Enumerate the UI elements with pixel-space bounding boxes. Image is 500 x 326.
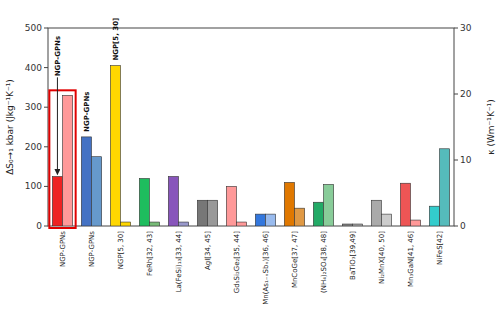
entropy-bar <box>168 177 178 227</box>
kappa-bar <box>266 214 276 226</box>
y-tick <box>44 226 48 227</box>
x-tick-label: AgI[34, 45] <box>204 231 212 270</box>
entropy-bar <box>342 224 352 226</box>
x-tick-label: MnCoGe[37, 47] <box>291 231 299 288</box>
entropy-bar <box>139 178 149 226</box>
y-tick-label: 400 <box>25 63 42 73</box>
y2-tick-label: 10 <box>460 155 472 165</box>
kappa-bar <box>353 224 363 226</box>
kappa-bar <box>179 222 189 226</box>
y-tick <box>44 146 48 147</box>
x-tick-label: (NH₄)₂SO₄[38, 48] <box>320 231 328 293</box>
kappa-bar <box>324 184 334 226</box>
annotation: NGP-GPNs <box>83 91 91 131</box>
y-tick-label: 200 <box>25 142 42 152</box>
y2-tick-label: 0 <box>460 221 466 231</box>
y2-tick <box>454 28 458 29</box>
y-axis-label: ΔS₀→₁ kbar (Jkg⁻¹K⁻¹) <box>5 79 15 175</box>
x-tick-label: NiFeS[42] <box>436 231 444 265</box>
kappa-bar <box>295 208 305 226</box>
entropy-bar <box>52 177 62 227</box>
x-tick-label: Gd₅Si₂Ge₂[35, 44] <box>233 231 241 293</box>
entropy-bar <box>400 183 410 226</box>
x-tick-label: Mn₃GaN[41, 46] <box>407 231 415 287</box>
annotation: NGP-GPNs <box>54 36 62 76</box>
y-tick-label: 300 <box>25 102 42 112</box>
kappa-bar <box>150 222 160 226</box>
x-tick-label: Ni₂MnX[40, 50] <box>378 231 386 284</box>
kappa-bar <box>237 222 247 226</box>
y-tick-label: 0 <box>36 221 42 231</box>
kappa-bar <box>208 200 218 226</box>
y-tick <box>44 186 48 187</box>
entropy-bar <box>371 200 381 226</box>
entropy-bar <box>110 66 120 226</box>
annotation-arrow <box>57 77 58 174</box>
entropy-bar <box>81 137 91 226</box>
kappa-bar <box>382 214 392 226</box>
entropy-bar <box>197 200 207 226</box>
annotation: NGP[5, 30] <box>112 18 120 61</box>
y2-tick <box>454 94 458 95</box>
y2-tick <box>454 226 458 227</box>
y2-tick <box>454 160 458 161</box>
y2-tick-label: 30 <box>460 23 472 33</box>
plot-frame <box>48 28 454 226</box>
x-tick-label: BaTiO₃[39,49] <box>349 231 357 280</box>
kappa-bar <box>440 149 450 226</box>
x-tick-label: NGP[5, 30] <box>117 231 125 269</box>
kappa-bar <box>121 222 131 226</box>
y2-axis-label: κ (Wm⁻¹K⁻¹) <box>486 99 496 154</box>
kappa-bar <box>411 220 421 226</box>
y-tick-label: 500 <box>25 23 42 33</box>
y-tick <box>44 67 48 68</box>
x-tick-label: La(FeSi)₁₃[33, 44] <box>175 231 183 293</box>
x-tick-label: NGP-GPNs <box>88 231 96 267</box>
highlight-box <box>49 90 75 228</box>
kappa-bar <box>63 95 73 226</box>
x-tick-label: Mn(As₁₋ₓSbₓ)[36, 46] <box>262 231 270 305</box>
entropy-bar <box>284 182 294 226</box>
kappa-bar <box>92 157 102 226</box>
y2-tick-label: 20 <box>460 89 472 99</box>
entropy-bar <box>226 186 236 226</box>
y-tick-label: 100 <box>25 181 42 191</box>
chart: 0 100 200 300 400 500 0 10 20 30 ΔS₀→₁ kbar (Jkg⁻¹… <box>0 0 500 326</box>
y-tick <box>44 28 48 29</box>
entropy-bar <box>429 206 439 226</box>
entropy-bar <box>255 214 265 226</box>
y-tick <box>44 107 48 108</box>
x-tick-label: FeRh[32, 43] <box>146 231 154 276</box>
x-tick-label: NGP-GPNs <box>59 231 67 267</box>
bars <box>52 66 449 226</box>
entropy-bar <box>313 202 323 226</box>
